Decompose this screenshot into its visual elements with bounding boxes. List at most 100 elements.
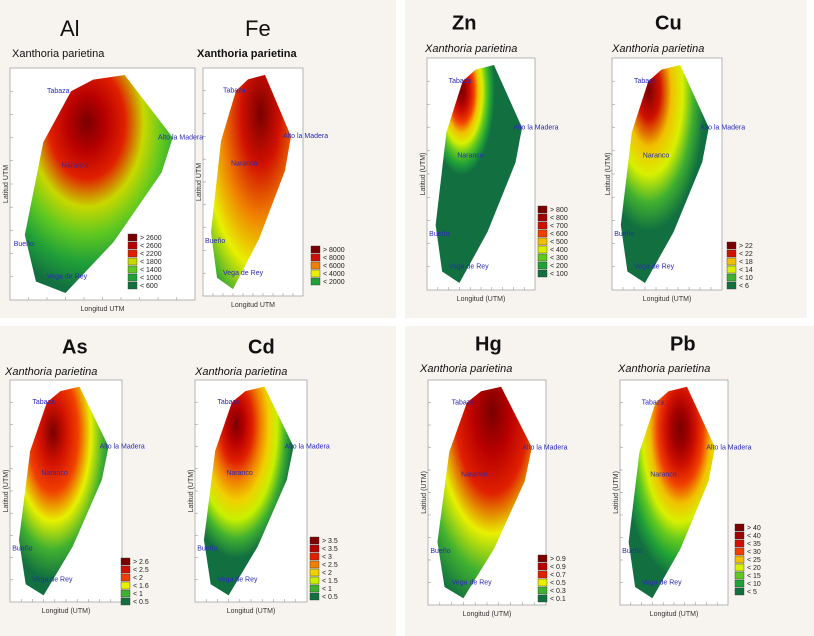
place-label: Naranco <box>62 162 89 169</box>
legend-swatch <box>127 281 138 290</box>
y-axis-label: Latitud (UTM) <box>420 153 427 196</box>
panel-subtitle: Xanthoria parietina <box>194 366 287 378</box>
place-label: Tabaza <box>47 88 70 95</box>
x-axis-label: Longitud (UTM) <box>650 611 699 618</box>
legend-swatch <box>734 579 745 588</box>
legend-swatch <box>726 281 737 290</box>
place-label: Tabaza <box>634 78 657 85</box>
place-label: Tabaza <box>223 88 246 95</box>
y-axis-label: Latitud (UTM) <box>188 470 195 513</box>
contour-area <box>628 386 716 599</box>
legend-label: < 18 <box>739 259 753 266</box>
place-label: Naranco <box>643 152 670 159</box>
legend-swatch <box>726 249 737 258</box>
place-label: Bueño <box>429 231 449 238</box>
legend-swatch <box>537 229 548 238</box>
place-label: Bueño <box>197 546 217 553</box>
legend-label: < 0.3 <box>550 588 566 595</box>
place-label: Vega de Rey <box>449 264 490 271</box>
x-axis-label: Longitud (UTM) <box>227 608 276 615</box>
place-label: Bueño <box>614 231 634 238</box>
legend-label: < 700 <box>550 223 568 230</box>
place-label: Naranco <box>457 152 484 159</box>
panel-subtitle: Xanthoria parietina <box>197 48 298 60</box>
legend-swatch <box>734 571 745 580</box>
place-label: Vega de Rey <box>452 579 493 586</box>
place-label: Bueño <box>205 238 225 245</box>
panel-title: Pb <box>670 333 696 355</box>
panel-title: As <box>62 336 88 358</box>
legend-label: < 200 <box>550 263 568 270</box>
legend-label: < 20 <box>747 565 761 572</box>
legend-label: < 2600 <box>140 243 162 250</box>
legend-label: > 2600 <box>140 235 162 242</box>
x-axis-label: Longitud (UTM) <box>643 296 692 303</box>
contour-area <box>203 386 294 596</box>
legend-label: < 2.5 <box>133 567 149 574</box>
legend-swatch <box>734 523 745 532</box>
legend-swatch <box>309 576 320 585</box>
legend-label: < 30 <box>747 549 761 556</box>
legend-label: < 2 <box>133 575 143 582</box>
legend-swatch <box>120 557 131 566</box>
legend-swatch <box>120 573 131 582</box>
legend-swatch <box>537 570 548 579</box>
legend-label: < 35 <box>747 541 761 548</box>
legend-swatch <box>309 568 320 577</box>
legend-label: > 3.5 <box>322 538 338 545</box>
legend-label: > 0.9 <box>550 556 566 563</box>
legend-label: < 6 <box>739 283 749 290</box>
legend-label: < 400 <box>550 247 568 254</box>
contour-area <box>435 64 523 284</box>
panel-title: Cd <box>248 336 275 358</box>
panel-subtitle: Xanthoria parietina <box>419 363 512 375</box>
legend-swatch <box>127 265 138 274</box>
legend-label: > 8000 <box>323 247 345 254</box>
place-label: Alto la Madera <box>522 444 567 451</box>
legend-swatch <box>537 554 548 563</box>
legend-swatch <box>310 277 321 286</box>
legend-swatch <box>726 273 737 282</box>
place-label: Tabaza <box>452 399 475 406</box>
legend-swatch <box>310 253 321 262</box>
legend-swatch <box>309 592 320 601</box>
legend-label: < 300 <box>550 255 568 262</box>
legend-label: < 0.7 <box>550 572 566 579</box>
y-axis-label: Latitud UTM <box>196 163 203 201</box>
legend-label: < 2000 <box>323 279 345 286</box>
legend-swatch <box>726 257 737 266</box>
legend-label: < 600 <box>140 283 158 290</box>
x-axis-label: Longitud (UTM) <box>463 611 512 618</box>
place-label: Bueño <box>430 548 450 555</box>
y-axis-label: Latitud (UTM) <box>613 471 620 514</box>
legend-swatch <box>120 589 131 598</box>
legend-label: < 1 <box>322 586 332 593</box>
legend-label: < 3 <box>322 554 332 561</box>
contour-area <box>24 74 173 294</box>
legend-swatch <box>726 265 737 274</box>
place-label: Naranco <box>226 470 253 477</box>
place-label: Alto la Madera <box>285 443 330 450</box>
legend-label: < 25 <box>747 557 761 564</box>
legend-label: < 0.5 <box>133 599 149 606</box>
y-axis-label: Latitud (UTM) <box>3 470 10 513</box>
legend-swatch <box>120 565 131 574</box>
legend-label: < 2.5 <box>322 562 338 569</box>
place-label: Alto la Madera <box>283 133 328 140</box>
legend-label: < 0.5 <box>322 594 338 601</box>
place-label: Vega de Rey <box>642 579 683 586</box>
legend-swatch <box>537 586 548 595</box>
legend-swatch <box>537 245 548 254</box>
legend-swatch <box>537 269 548 278</box>
place-label: Vega de Rey <box>223 270 264 277</box>
legend-label: < 10 <box>747 581 761 588</box>
legend-label: < 600 <box>550 231 568 238</box>
place-label: Naranco <box>231 161 258 168</box>
legend-swatch <box>127 233 138 242</box>
panel-title: Hg <box>475 333 502 355</box>
legend-swatch <box>309 552 320 561</box>
legend-swatch <box>120 597 131 606</box>
place-label: Vega de Rey <box>634 264 675 271</box>
legend-label: < 2 <box>322 570 332 577</box>
